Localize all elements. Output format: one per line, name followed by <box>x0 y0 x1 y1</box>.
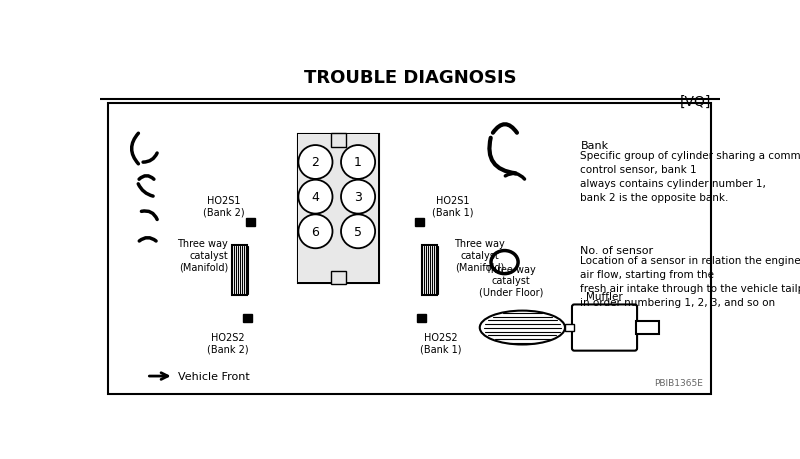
Text: 1: 1 <box>354 156 362 169</box>
Text: PBIB1365E: PBIB1365E <box>654 378 703 387</box>
Text: Three way
catalyst
(Under Floor): Three way catalyst (Under Floor) <box>478 264 543 297</box>
Text: Muffler: Muffler <box>586 291 623 301</box>
Text: HO2S2
(Bank 2): HO2S2 (Bank 2) <box>207 332 249 354</box>
Text: 5: 5 <box>354 225 362 238</box>
Text: Specific group of cylinder sharing a common
control sensor, bank 1
always contai: Specific group of cylinder sharing a com… <box>581 151 800 203</box>
Bar <box>242 315 252 323</box>
Circle shape <box>341 146 375 179</box>
Circle shape <box>341 215 375 249</box>
Text: 3: 3 <box>354 191 362 204</box>
Ellipse shape <box>480 311 565 345</box>
Bar <box>108 103 710 394</box>
Bar <box>417 315 426 323</box>
Text: 4: 4 <box>311 191 319 204</box>
Text: Three way
catalyst
(Manifold): Three way catalyst (Manifold) <box>454 239 505 272</box>
Text: Location of a sensor in relation the engine
air flow, starting from the
fresh ai: Location of a sensor in relation the eng… <box>581 256 800 308</box>
Bar <box>422 246 437 296</box>
Text: Three way
catalyst
(Manifold): Three way catalyst (Manifold) <box>177 239 228 272</box>
Bar <box>565 324 574 332</box>
Bar <box>246 219 255 226</box>
Text: TROUBLE DIAGNOSIS: TROUBLE DIAGNOSIS <box>304 69 516 87</box>
Circle shape <box>298 180 333 214</box>
Circle shape <box>298 146 333 179</box>
Bar <box>330 134 346 147</box>
Text: 6: 6 <box>311 225 319 238</box>
Text: 2: 2 <box>311 156 319 169</box>
Bar <box>298 135 378 282</box>
Text: No. of sensor: No. of sensor <box>581 246 654 256</box>
Text: HO2S2
(Bank 1): HO2S2 (Bank 1) <box>420 332 462 354</box>
Text: HO2S1
(Bank 1): HO2S1 (Bank 1) <box>432 196 474 217</box>
Circle shape <box>341 180 375 214</box>
Text: Bank: Bank <box>581 141 609 151</box>
Bar <box>232 246 247 296</box>
Bar <box>635 321 658 335</box>
FancyBboxPatch shape <box>572 305 637 351</box>
Bar <box>330 271 346 285</box>
Bar <box>414 219 424 226</box>
Text: HO2S1
(Bank 2): HO2S1 (Bank 2) <box>203 196 245 217</box>
Bar <box>298 134 379 283</box>
Circle shape <box>298 215 333 249</box>
Text: Vehicle Front: Vehicle Front <box>178 371 250 381</box>
Text: [VQ]: [VQ] <box>679 95 710 109</box>
